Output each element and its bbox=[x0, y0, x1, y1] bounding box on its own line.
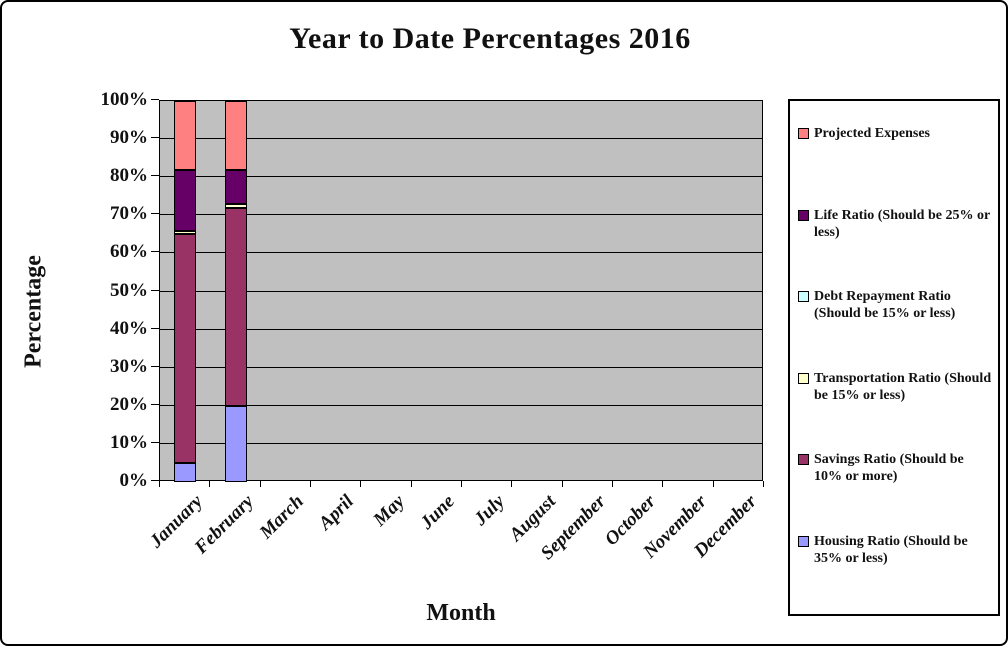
x-tick-mark-6 bbox=[461, 481, 462, 487]
bar-segment-february-projected bbox=[224, 101, 247, 170]
y-tick-label-50: 50% bbox=[110, 279, 148, 301]
x-tick-mark-7 bbox=[511, 481, 513, 487]
bar-segment-january-housing bbox=[174, 462, 197, 482]
y-tick-mark-30 bbox=[151, 365, 159, 367]
gridline-60pct bbox=[160, 252, 762, 254]
x-axis-title: Month bbox=[426, 600, 496, 626]
bar-segment-february-savings bbox=[224, 207, 247, 406]
legend-item-life: Life Ratio (Should be 25% or less) bbox=[798, 207, 992, 289]
y-tick-label-30: 30% bbox=[110, 355, 148, 377]
x-tick-mark-3 bbox=[310, 481, 311, 487]
y-tick-mark-50 bbox=[151, 289, 159, 291]
gridline-20pct bbox=[160, 404, 762, 406]
gridline-80pct bbox=[160, 176, 762, 178]
plot-area bbox=[159, 100, 763, 482]
y-tick-mark-40 bbox=[151, 327, 159, 329]
legend-swatch-icon bbox=[798, 209, 809, 221]
legend-label: Debt Repayment Ratio (Should be 15% or l… bbox=[814, 289, 956, 321]
legend-swatch-icon bbox=[798, 454, 809, 465]
legend-label: Life Ratio (Should be 25% or less) bbox=[814, 207, 990, 240]
gridline-40pct bbox=[160, 328, 762, 330]
y-tick-mark-20 bbox=[151, 403, 159, 405]
bar-segment-january-savings bbox=[174, 234, 197, 463]
x-tick-mark-0 bbox=[159, 481, 160, 487]
x-tick-mark-4 bbox=[360, 481, 362, 487]
y-tick-mark-90 bbox=[151, 137, 159, 139]
bar-segment-january-projected bbox=[174, 101, 197, 170]
y-tick-mark-70 bbox=[151, 213, 159, 215]
gridline-30pct bbox=[160, 366, 762, 368]
y-tick-label-60: 60% bbox=[110, 241, 148, 263]
y-tick-mark-60 bbox=[151, 251, 159, 253]
legend-swatch-icon bbox=[798, 535, 809, 547]
bar-segment-february-life bbox=[224, 169, 247, 204]
y-tick-mark-100 bbox=[151, 99, 159, 100]
bar-segment-february-housing bbox=[224, 405, 247, 482]
y-axis-title: Percentage bbox=[20, 255, 47, 368]
legend-swatch-icon bbox=[798, 291, 809, 302]
x-tick-mark-11 bbox=[712, 481, 714, 487]
legend-label: Transportation Ratio (Should be 15% or l… bbox=[814, 370, 992, 403]
gridline-70pct bbox=[160, 214, 762, 216]
chart-title: Year to Date Percentages 2016 bbox=[289, 22, 691, 55]
x-tick-mark-5 bbox=[410, 481, 412, 487]
y-tick-label-0: 0% bbox=[119, 470, 149, 491]
legend-item-debt: Debt Repayment Ratio (Should be 15% or l… bbox=[798, 288, 992, 370]
gridline-10pct bbox=[160, 442, 762, 444]
y-tick-label-10: 10% bbox=[110, 431, 148, 453]
legend-label: Projected Expenses bbox=[814, 126, 930, 141]
y-tick-label-40: 40% bbox=[110, 317, 148, 339]
legend-label: Housing Ratio (Should be 35% or less) bbox=[814, 533, 968, 566]
y-tick-mark-0 bbox=[151, 480, 159, 481]
x-tick-mark-2 bbox=[259, 481, 261, 487]
legend-item-transportation: Transportation Ratio (Should be 15% or l… bbox=[798, 370, 992, 452]
y-tick-label-90: 90% bbox=[110, 127, 148, 149]
y-tick-label-70: 70% bbox=[110, 203, 148, 225]
chart-legend: Projected Expenses Life Ratio (Should be … bbox=[788, 99, 1000, 616]
bar-segment-february-transportation bbox=[224, 203, 247, 208]
x-tick-mark-1 bbox=[209, 481, 211, 487]
y-tick-label-20: 20% bbox=[110, 393, 148, 415]
legend-label: Savings Ratio (Should be 10% or more) bbox=[814, 452, 964, 484]
bar-segment-january-transportation bbox=[174, 230, 197, 235]
x-tick-mark-8 bbox=[561, 481, 563, 487]
legend-swatch-icon bbox=[798, 128, 809, 139]
legend-swatch-icon bbox=[798, 372, 809, 384]
legend-item-savings: Savings Ratio (Should be 10% or more) bbox=[798, 451, 992, 533]
gridline-50pct bbox=[160, 290, 762, 292]
legend-item-projected: Projected Expenses bbox=[798, 125, 992, 207]
y-tick-mark-10 bbox=[151, 441, 159, 443]
x-tick-mark-10 bbox=[662, 481, 664, 487]
legend-item-housing: Housing Ratio (Should be 35% or less) bbox=[798, 533, 992, 615]
x-tick-mark-9 bbox=[612, 481, 613, 487]
bar-segment-january-life bbox=[174, 169, 197, 231]
gridline-90pct bbox=[160, 138, 762, 140]
y-tick-label-100: 100% bbox=[100, 89, 149, 110]
x-tick-mark-12 bbox=[763, 481, 764, 487]
y-tick-mark-80 bbox=[151, 175, 159, 177]
y-tick-label-80: 80% bbox=[110, 165, 148, 187]
